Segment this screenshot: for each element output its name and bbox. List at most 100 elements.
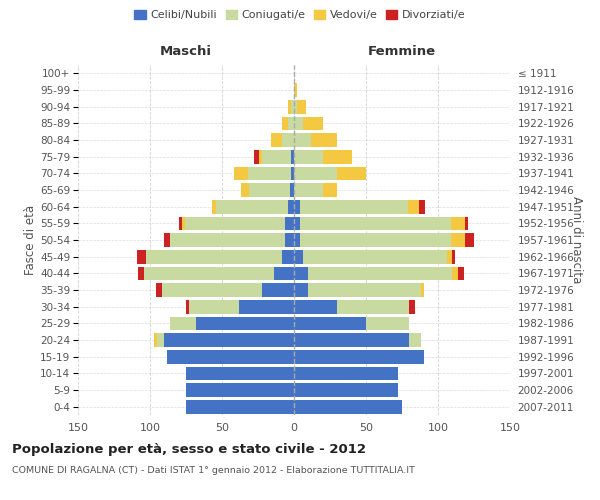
Bar [294,233,300,247]
Bar [154,333,157,347]
Bar [308,283,421,297]
Bar [233,166,248,180]
Bar [250,183,290,197]
Bar [294,116,302,130]
Bar [196,316,294,330]
Bar [291,166,294,180]
Bar [283,133,294,147]
Bar [294,283,308,297]
Bar [294,400,402,413]
Bar [294,150,323,164]
Bar [294,250,302,264]
Bar [419,200,425,213]
Bar [294,133,311,147]
Bar [337,300,409,314]
Bar [186,300,189,314]
Bar [294,350,424,364]
Bar [157,333,164,347]
Bar [294,366,398,380]
Bar [239,300,294,314]
Bar [216,200,288,213]
Bar [164,233,170,247]
Bar [139,266,144,280]
Bar [288,200,294,213]
Bar [170,316,196,330]
Bar [291,150,294,164]
Bar [286,216,294,230]
Bar [137,250,146,264]
Bar [294,83,297,97]
Bar [288,100,291,114]
Bar [291,100,294,114]
Bar [283,250,294,264]
Text: Femmine: Femmine [368,44,436,58]
Bar [294,166,337,180]
Text: Maschi: Maschi [160,44,212,58]
Bar [288,116,294,130]
Bar [458,266,464,280]
Bar [409,333,421,347]
Bar [294,300,337,314]
Bar [452,250,455,264]
Bar [179,216,182,230]
Bar [302,250,446,264]
Bar [451,216,466,230]
Bar [186,400,294,413]
Y-axis label: Fasce di età: Fasce di età [25,205,37,275]
Bar [146,250,283,264]
Text: COMUNE DI RAGALNA (CT) - Dati ISTAT 1° gennaio 2012 - Elaborazione TUTTITALIA.IT: COMUNE DI RAGALNA (CT) - Dati ISTAT 1° g… [12,466,415,475]
Bar [311,133,337,147]
Bar [408,200,419,213]
Bar [164,333,294,347]
Bar [167,350,294,364]
Bar [409,300,415,314]
Bar [262,150,291,164]
Y-axis label: Anni di nascita: Anni di nascita [570,196,583,284]
Bar [302,116,323,130]
Bar [241,183,250,197]
Bar [323,183,337,197]
Bar [294,216,300,230]
Bar [337,166,366,180]
Bar [294,383,398,397]
Bar [300,233,451,247]
Bar [286,233,294,247]
Bar [452,266,458,280]
Bar [294,333,409,347]
Bar [300,216,451,230]
Bar [446,250,452,264]
Bar [283,116,288,130]
Bar [421,283,424,297]
Bar [156,283,161,297]
Bar [323,150,352,164]
Text: Popolazione per età, sesso e stato civile - 2012: Popolazione per età, sesso e stato civil… [12,442,366,456]
Bar [182,216,185,230]
Bar [185,216,286,230]
Bar [170,233,286,247]
Bar [262,283,294,297]
Bar [274,266,294,280]
Bar [189,300,239,314]
Bar [144,266,274,280]
Bar [308,266,452,280]
Bar [259,150,262,164]
Bar [212,200,216,213]
Bar [466,216,468,230]
Bar [294,200,300,213]
Bar [248,166,291,180]
Bar [297,100,305,114]
Bar [294,100,297,114]
Bar [271,133,283,147]
Bar [254,150,259,164]
Bar [466,233,474,247]
Bar [366,316,409,330]
Bar [186,366,294,380]
Bar [294,183,323,197]
Bar [300,200,408,213]
Bar [186,383,294,397]
Bar [451,233,466,247]
Bar [294,316,366,330]
Legend: Celibi/Nubili, Coniugati/e, Vedovi/e, Divorziati/e: Celibi/Nubili, Coniugati/e, Vedovi/e, Di… [130,6,470,25]
Bar [290,183,294,197]
Bar [294,266,308,280]
